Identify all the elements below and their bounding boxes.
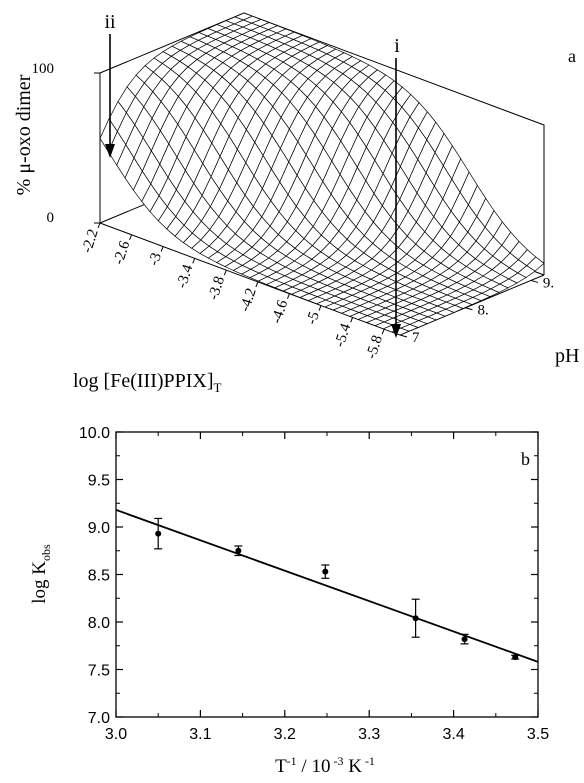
annotation-arrowhead [391,324,401,338]
x-tick [381,328,385,335]
panel-b: b 3.0 3.1 3.2 3.3 3.4 3.5 7.0 7.5 8.0 8.5 9.0 9.5 10… [29,425,549,777]
data-points [154,517,520,661]
y-tick-label: 9. [543,275,554,291]
y-axis-label: pH [555,345,579,367]
x-tick [192,258,196,264]
data-point [235,547,242,554]
x-tick-label: -3 [146,251,165,268]
fit-line-segment [115,509,539,663]
y-tick [530,279,539,283]
surface-plot [94,12,545,336]
x-tick [160,246,164,252]
x-tick [223,269,227,276]
annotations: iii [104,11,401,338]
x-tick-label: -5.4 [332,321,355,349]
x-tick-label: 3.5 [527,726,549,743]
x-tick-label: -3.8 [206,274,229,302]
data-point [461,636,468,643]
x-tick-label: -3.4 [174,262,197,290]
x-tick [129,234,133,240]
x-tick [350,317,354,323]
y-tick-label: 9.0 [88,520,110,537]
annotation-label: i [394,35,400,57]
x-tick-label: -5 [304,310,323,327]
fit-line [115,509,539,663]
x-tick-label: -4.2 [237,286,260,314]
y-axis-label-b: log Kobs [29,544,53,604]
x-tick-label: 3.4 [442,726,464,743]
y-tick-label: 7.5 [88,663,110,680]
y-tick-label: 10.0 [79,425,110,442]
x-tick-label: 3.2 [274,726,296,743]
x-tick-labels: -2.2 -2.6 -3 -3.4 -3.8 -4.2 -4.6 -5 -5.4 -5.8 [79,222,386,361]
x-tick [287,293,290,299]
axis-ticks: 3.0 3.1 3.2 3.3 3.4 3.5 7.0 7.5 8.0 8.5 9.0 9.5 10.0 [79,425,549,743]
x-axis-label-b: T-1 / 10 -3 K -1 [275,754,375,777]
y-tick-label: 7 [412,330,420,346]
x-tick-label: 3.0 [105,726,127,743]
x-tick [318,305,322,311]
annotation-arrowhead [105,144,115,158]
data-point [412,615,419,622]
panel-b-label: b [521,449,530,469]
y-tick-labels: 7 8. 9. [399,275,554,346]
y-tick [399,334,408,338]
y-tick-label: 8.5 [88,568,110,585]
surface-cell [99,118,118,153]
data-point [322,568,329,575]
z-tick-label-0: 0 [47,210,55,226]
panel-a-label: a [568,46,576,66]
plot-frame [115,431,539,718]
data-point [155,530,162,537]
y-tick [465,307,473,311]
x-tick-label: -5.8 [363,333,386,361]
z-tick-label-100: 100 [32,61,55,77]
y-tick-label: 8. [477,303,488,319]
x-tick-label: -2.6 [111,239,134,267]
x-axis-label: log [Fe(III)PPIX]T [73,370,222,395]
x-tick-label: -4.6 [269,298,292,326]
x-tick-label: 3.1 [189,726,211,743]
y-tick-label: 7.0 [88,710,110,727]
y-tick-label: 8.0 [88,615,110,632]
annotation-label: ii [104,11,116,33]
x-tick-label: 3.3 [358,726,380,743]
x-tick [255,281,259,288]
z-axis-label: % μ-oxo dimer [13,74,35,195]
x-tick-label: -2.2 [79,227,102,255]
data-point [512,654,519,661]
y-tick-label: 9.5 [88,473,110,490]
panel-a: a % μ-oxo dimer 100 0 -2.2 -2.6 -3 -3.4 -3.8… [13,11,579,395]
x-tick [97,222,101,229]
